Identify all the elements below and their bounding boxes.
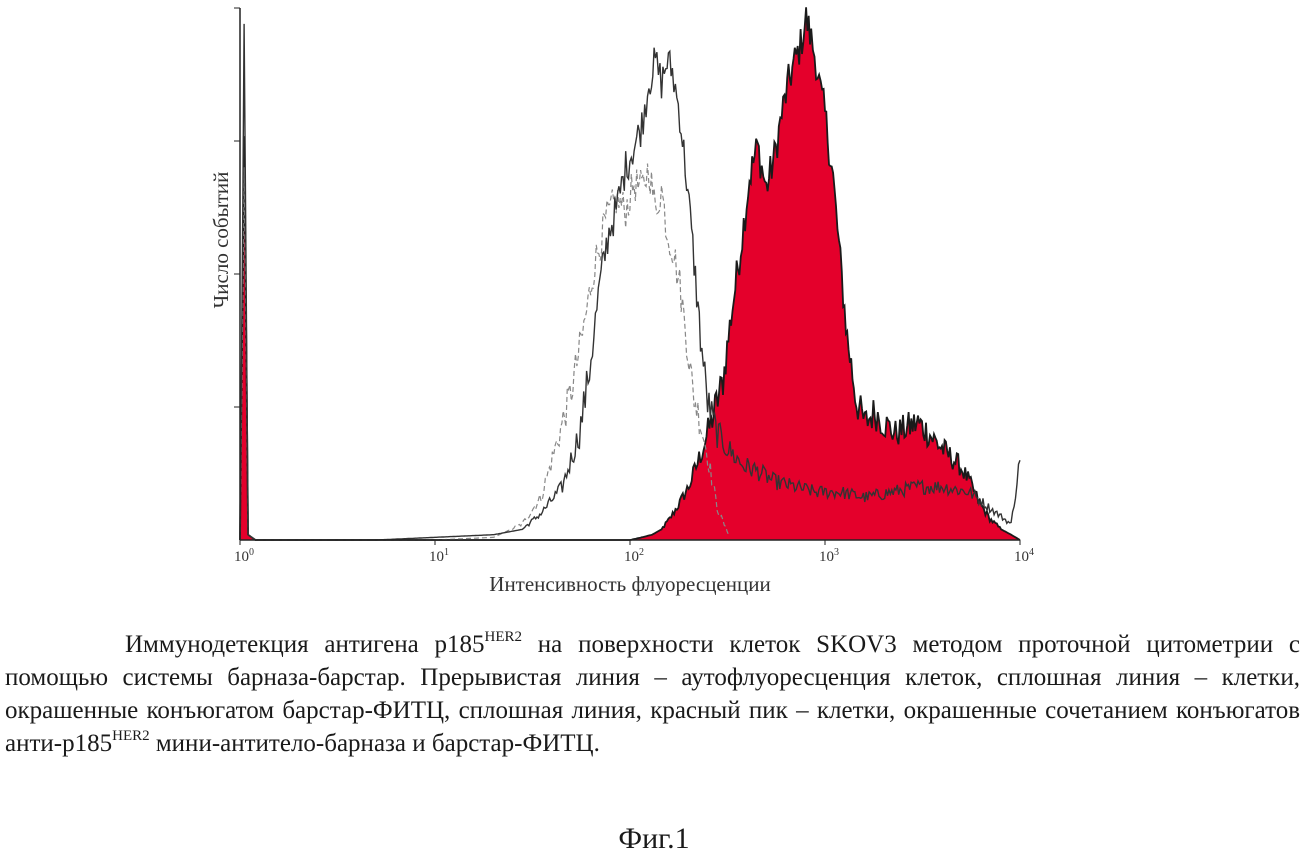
y-axis-title: Число событий [209,172,233,309]
x-axis-title: Интенсивность флуоресценции [489,572,770,596]
histogram-chart: 100 101 102 103 104 Интенсивность флуоресцен… [209,7,1034,596]
caption-superscript-2: HER2 [112,727,150,744]
x-tick-label: 101 [429,547,449,565]
x-tick-label: 102 [624,547,644,565]
caption-text-1: Иммунодетекция антигена p185 [125,631,485,658]
x-tick-label: 100 [234,547,254,565]
caption-text-2: на поверхности клеток SKOV3 методом прот… [5,631,1300,757]
caption-text-3: мини-антитело-барназа и барстар-ФИТЦ. [149,730,600,757]
x-ticks: 100 101 102 103 104 [234,540,1034,565]
plot-series [239,7,1021,541]
figure-label: Фиг.1 [618,822,690,855]
x-tick-label: 104 [1014,547,1034,565]
dashed-series-line [239,163,730,541]
red-filled-peak-area [240,7,1020,541]
figure-caption: Иммунодетекция антигена p185HER2 на пове… [5,628,1300,760]
x-tick-label: 103 [819,547,839,565]
caption-superscript-1: HER2 [484,628,522,645]
